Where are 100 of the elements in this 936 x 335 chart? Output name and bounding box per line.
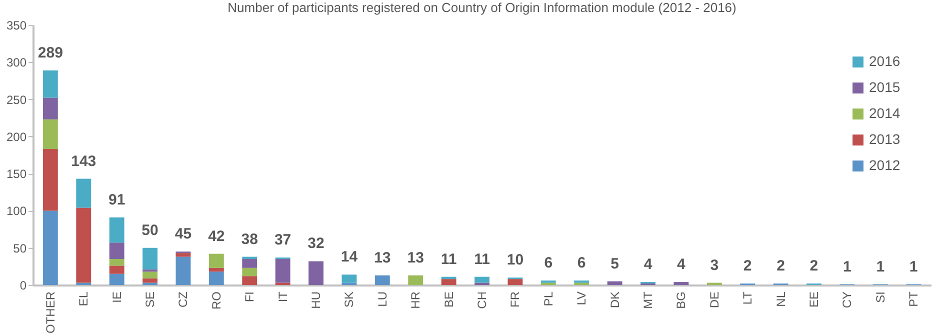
bar [441,276,456,280]
bar [508,279,523,285]
bar [109,259,124,266]
total-label: 289 [38,44,63,62]
x-tick-label: NL [774,291,788,307]
bar [109,217,124,243]
bar [42,119,58,150]
y-tick-label: 100 [6,204,27,218]
bar [275,259,290,283]
bar [342,274,357,283]
bar [142,248,158,270]
x-tick-label: DE [707,292,722,308]
bar [176,256,191,285]
total-label: 2 [776,258,785,275]
total-label: 14 [340,248,358,266]
x-tick-label: OTHER [43,291,58,334]
y-tick-label: 350 [6,18,27,32]
x-tick-label: LT [740,290,755,305]
legend-label: 2014 [869,105,900,121]
total-label: 91 [108,191,126,208]
bar [42,98,58,120]
legend-label: 2015 [869,79,900,95]
x-tick-label: RO [209,292,224,310]
bar [76,208,92,283]
bar [408,275,424,285]
x-tick-label: HU [309,292,324,309]
total-label: 2 [810,258,818,275]
x-tick-label: IT [276,290,290,302]
total-label: 2 [743,258,752,275]
bar [109,242,124,259]
bar [607,281,622,285]
x-tick-label: EL [76,291,91,306]
total-label: 11 [440,250,457,268]
total-label: 37 [274,232,292,249]
bar [674,282,689,285]
bar [242,259,258,268]
total-label: 3 [710,256,719,274]
y-tick-label: 200 [6,130,27,144]
x-tick-label: PL [541,291,556,306]
legend-label: 2013 [869,131,900,147]
x-tick-label: PT [906,290,921,307]
total-label: 13 [407,249,424,266]
bar [208,254,224,268]
bar [142,269,158,272]
bar [474,276,490,283]
bar [374,275,390,285]
total-label: 143 [71,152,96,170]
total-label: 4 [677,256,686,274]
bar [242,276,258,285]
total-label: 42 [208,228,225,245]
bar [42,210,58,285]
total-label: 45 [174,226,192,243]
bar [109,274,124,285]
x-tick-label: LV [574,292,589,306]
legend-label: 2016 [869,53,900,69]
y-tick-label: 150 [6,167,27,182]
total-label: 6 [544,254,553,272]
x-tick-label: LU [375,292,390,307]
y-tick-label: 250 [6,92,27,107]
x-tick-label: SK [342,292,356,308]
x-tick-label: EE [806,292,821,308]
x-tick-label: DK [608,292,622,308]
total-label: 4 [644,256,653,274]
total-label: 6 [577,254,586,272]
bar [208,272,224,285]
total-label: 50 [142,222,158,239]
total-label: 1 [909,258,918,276]
x-tick-label: HR [408,291,423,309]
x-tick-label: SE [143,292,158,308]
total-label: 32 [308,235,324,252]
x-tick-label: SI [873,292,888,303]
total-label: 13 [374,249,391,266]
x-tick-label: CZ [176,292,190,308]
x-tick-label: CH [475,292,489,309]
bar [142,278,158,283]
legend-label: 2012 [869,157,900,173]
total-label: 1 [843,258,852,276]
x-tick-label: BG [674,292,688,309]
total-label: 10 [506,252,524,269]
chart-title: Number of participants registered on Country of Origin Information module (2012 - 2016) [228,0,736,15]
y-tick-label: 50 [13,241,27,256]
x-tick-label: FI [242,292,257,302]
x-tick-label: IE [110,292,124,303]
bar [142,272,158,278]
bar [176,253,191,257]
x-tick-label: MT [640,290,655,309]
y-tick-label: 300 [6,56,27,70]
total-label: 5 [610,255,619,272]
bar [441,279,456,285]
bar [76,178,92,208]
bar [208,268,224,272]
y-tick-label: 0 [20,278,27,292]
bar [109,266,124,274]
total-label: 1 [876,258,885,276]
bar [42,70,58,98]
bar [42,149,58,211]
bar [308,261,324,285]
x-tick-label: FR [508,291,522,308]
x-tick-label: CY [840,292,854,308]
x-tick-label: BE [442,292,456,308]
